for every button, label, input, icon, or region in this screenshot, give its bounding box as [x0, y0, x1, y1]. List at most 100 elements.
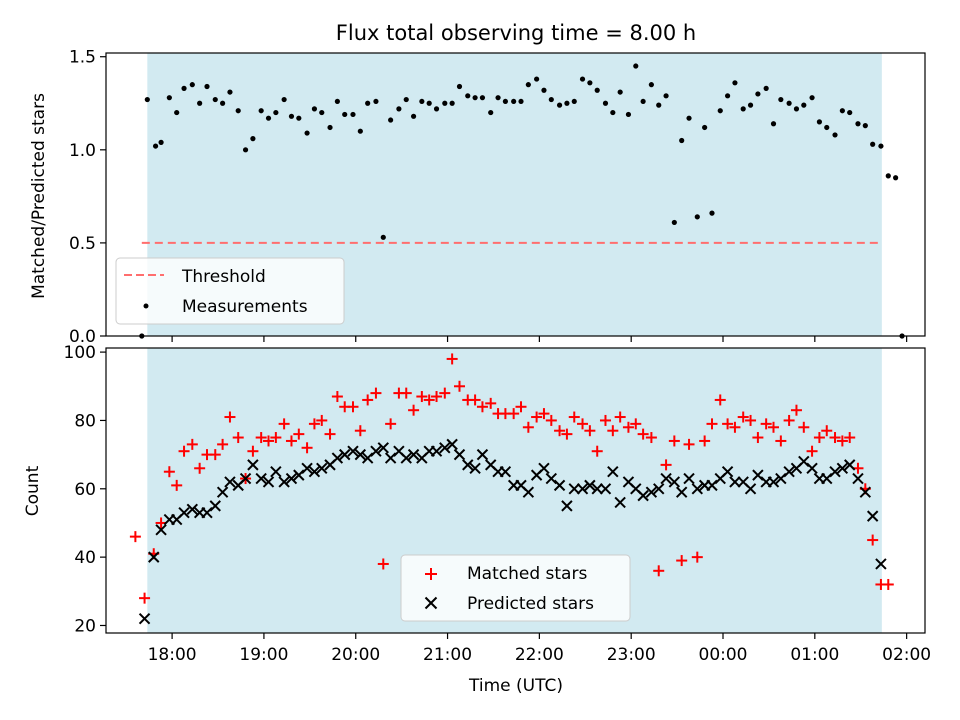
predicted-star-point [783, 465, 795, 478]
matched-star-point [446, 353, 458, 365]
matched-star-point [614, 411, 626, 423]
matched-star-point [844, 432, 856, 444]
matched-star-point [538, 408, 550, 420]
predicted-star-point [216, 486, 229, 498]
matched-star-point [439, 387, 451, 399]
predicted-star-point [721, 465, 734, 478]
measurement-point [273, 109, 279, 116]
matched-star-point [752, 432, 764, 444]
ratio-y-tick-label: 0.5 [69, 234, 96, 254]
predicted-star-point [553, 479, 566, 492]
matched-star-point [568, 411, 580, 423]
measurement-point [602, 100, 609, 106]
predicted-star-point [148, 551, 160, 563]
matched-star-point [308, 418, 320, 430]
measurement-point [702, 124, 708, 131]
count-axes-frame [105, 347, 926, 634]
matched-star-point [362, 394, 374, 406]
matched-star-point [354, 425, 366, 437]
matched-star-point [622, 421, 634, 433]
measurement-point [456, 83, 463, 90]
matched-star-point [821, 425, 833, 437]
matched-star-point [522, 421, 534, 433]
predicted-star-point [316, 462, 328, 474]
measurement-point [594, 87, 600, 93]
predicted-star-point [829, 465, 841, 478]
matched-star-point [768, 421, 780, 433]
predicted-star-point [767, 476, 780, 488]
predicted-star-point [262, 476, 275, 488]
measurement-point [686, 115, 692, 121]
predicted-star-point [446, 438, 458, 451]
matched-star-point [722, 418, 734, 430]
predicted-star-point [591, 483, 603, 495]
measurement-point [640, 98, 646, 105]
count-y-tick-label: 40 [74, 548, 96, 568]
count-y-tick-label: 60 [74, 480, 96, 500]
ratio-y-tick-label: 1.0 [69, 141, 96, 161]
predicted-star-point [866, 510, 879, 522]
measurement-point [342, 111, 348, 118]
predicted-star-point [209, 500, 221, 512]
measurement-point [242, 147, 249, 153]
count-y-label: Count [23, 465, 43, 516]
predicted-star-point [308, 465, 321, 478]
matched-star-point [745, 414, 757, 426]
matched-star-point [645, 432, 657, 444]
predicted-star-point [354, 448, 367, 461]
matched-star-point [660, 459, 672, 471]
measurement-point [709, 210, 715, 216]
matched-star-point [806, 445, 818, 457]
matched-star-point [400, 387, 412, 399]
measurement-point [396, 106, 402, 112]
predicted-star-point [775, 472, 787, 485]
predicted-star-point [607, 465, 619, 478]
measurement-point [495, 95, 501, 101]
measurement-point [870, 141, 876, 147]
measurement-point [556, 102, 563, 108]
matched-star-point [829, 432, 841, 444]
measurement-point [204, 83, 210, 90]
count-y-axis: 20 40 60 80 100 [64, 343, 106, 636]
predicted-star-point [729, 476, 741, 488]
measurement-point [373, 98, 379, 105]
measurement-point [365, 100, 371, 106]
predicted-star-point [675, 486, 688, 498]
measurement-point [197, 100, 203, 106]
legend-measurements-swatch [143, 303, 149, 309]
measurement-point [426, 100, 432, 106]
x-tick-label: 02:00 [882, 645, 931, 665]
measurement-point [809, 95, 815, 101]
matched-star-point [232, 432, 244, 444]
measurement-point [152, 143, 159, 149]
predicted-star-point [653, 483, 665, 495]
matched-star-point [171, 479, 183, 491]
count-y-tick-label: 100 [64, 343, 96, 363]
matched-star-point [668, 435, 680, 447]
measurement-point [832, 132, 838, 138]
measurement-point [839, 108, 845, 114]
predicted-star-point [584, 479, 596, 492]
measurement-point [158, 139, 164, 145]
legend-predicted-swatch [424, 596, 438, 610]
predicted-star-point [599, 483, 612, 495]
predicted-star-point [499, 465, 512, 478]
measurement-point [357, 128, 363, 134]
measurement-point [304, 130, 310, 136]
matched-star-point [263, 435, 275, 447]
matched-star-point [554, 425, 566, 437]
measurement-points [139, 63, 905, 339]
ratio-legend-box [115, 257, 345, 325]
predicted-star-point [201, 507, 213, 519]
legend-measurements-label: Measurements [182, 297, 308, 317]
measurement-point [220, 100, 226, 106]
matched-star-point [423, 394, 435, 406]
matched-star-point [577, 418, 589, 430]
measurement-point [878, 143, 884, 149]
measurement-point [793, 106, 800, 112]
predicted-star-point [660, 472, 672, 485]
matched-star-point [637, 428, 649, 440]
predicted-star-point [293, 469, 305, 481]
matched-star-point [545, 414, 557, 426]
measurement-point [388, 117, 394, 123]
